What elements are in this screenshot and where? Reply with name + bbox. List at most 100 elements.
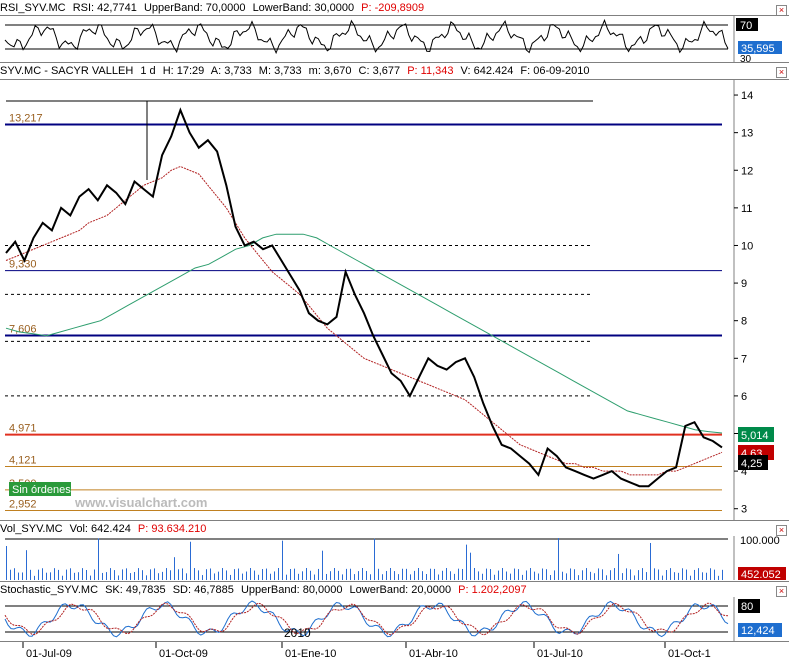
volume-bar [370, 574, 371, 580]
volume-bar [530, 568, 531, 580]
rsi-panel-divider [0, 62, 789, 63]
level-label: 2,952 [9, 499, 37, 511]
price-axis-ticks: 14131211109876543 [734, 90, 753, 516]
y-tick-label: 4 [741, 466, 747, 478]
volume-bar [566, 573, 567, 580]
volume-bar [130, 573, 131, 580]
order-badge-box[interactable] [9, 482, 71, 496]
x-tick-label: 01-Abr-10 [409, 648, 458, 660]
volume-bar [554, 570, 555, 580]
volume-bar [506, 571, 507, 580]
volume-bar [170, 570, 171, 580]
time-value: H: 17:29 [162, 65, 205, 77]
volume-bar [106, 572, 107, 580]
volume-bar [94, 569, 95, 580]
volume-bar [434, 568, 435, 580]
rsi-panel: 70 35,595 30 [4, 16, 782, 62]
volume-bar [522, 574, 523, 580]
volume-bar [626, 568, 627, 580]
stoch-sk: SK: 49,7835 [105, 584, 166, 596]
stoch-sd: SD: 46,7885 [172, 584, 234, 596]
y-tick-label: 11 [741, 203, 752, 215]
volume-bar [326, 573, 327, 580]
volume-bar [390, 568, 391, 580]
volume-bar [322, 550, 323, 580]
volume-bar [454, 573, 455, 580]
volume-panel-divider [0, 581, 789, 582]
volume-bar [586, 568, 587, 580]
volume-bar [410, 574, 411, 580]
volume-bar [30, 569, 31, 580]
volume-bar [698, 568, 699, 580]
volume-bar [66, 569, 67, 580]
stoch-scale-top: 80 [741, 601, 753, 613]
volume-bar [186, 573, 187, 580]
volume-bar [558, 538, 559, 580]
volume-bar [534, 571, 535, 580]
volume-bar [490, 569, 491, 580]
volume-bar [402, 568, 403, 580]
rsi-series [4, 18, 729, 55]
volume-bar [442, 570, 443, 580]
order-badge[interactable]: Sin órdenes [12, 484, 71, 496]
level-label: 4,971 [9, 423, 37, 435]
volume-bar [498, 570, 499, 580]
volume-header: Vol_SYV.MC Vol: 642.424 P: 93.634.210 [0, 521, 720, 537]
level-label: 4,121 [9, 455, 37, 467]
volume-bar [206, 569, 207, 580]
volume-bar [342, 574, 343, 580]
volume-current-box [738, 567, 786, 580]
rsi-title: RSI_SYV.MC [0, 2, 66, 14]
volume-bar [634, 575, 635, 580]
price-close-icon[interactable]: × [776, 67, 787, 78]
volume-bar [658, 569, 659, 580]
rsi-p-value: P: -209,8909 [361, 2, 425, 14]
volume-bar [86, 569, 87, 580]
volume-bar [230, 574, 231, 580]
volume-bar [6, 546, 7, 580]
stoch-p: P: 1.202,2097 [458, 584, 527, 596]
volume-panel: 100.000 452.052 [5, 536, 786, 580]
volume-bar [458, 568, 459, 580]
volume-bar [226, 570, 227, 580]
stoch-close-icon[interactable]: × [776, 586, 787, 597]
volume-bars [6, 538, 723, 580]
volume-close-icon[interactable]: × [776, 525, 787, 536]
volume-bar [398, 574, 399, 580]
volume-bar [546, 569, 547, 580]
tag-black-box [738, 455, 768, 470]
volume-bar [542, 568, 543, 580]
stoch-title: Stochastic_SYV.MC [0, 584, 99, 596]
volume-bar [446, 568, 447, 580]
volume-bar [318, 568, 319, 580]
volume-bar [138, 568, 139, 580]
volume-bar [694, 569, 695, 580]
rsi-scale-top: 70 [740, 20, 752, 32]
stoch-header: Stochastic_SYV.MC SK: 49,7835 SD: 46,788… [0, 582, 760, 598]
volume-bar [62, 575, 63, 580]
volume-bar [486, 568, 487, 580]
volume-bar [290, 568, 291, 580]
symbol-name: SYV.MC - SACYR VALLEH [0, 65, 134, 77]
volume-bar [690, 575, 691, 580]
volume-bar [22, 572, 23, 580]
volume-bar [178, 569, 179, 580]
rsi-scale-bottom: 30 [740, 54, 752, 62]
volume-bar [246, 571, 247, 580]
volume-bar [550, 575, 551, 580]
volume-bar [366, 570, 367, 580]
volume-bar [706, 572, 707, 580]
volume-bar [406, 568, 407, 580]
volume-bar [214, 573, 215, 580]
volume-bar [590, 571, 591, 580]
volume-bar [90, 575, 91, 580]
stoch-lines [4, 600, 729, 638]
y-tick-label: 12 [741, 165, 753, 177]
x-axis: 01-Jul-09 01-Oct-09 01-Ene-10 01-Abr-10 01-J… [22, 642, 711, 660]
volume-bar [514, 568, 515, 580]
rsi-upper-band: UpperBand: 70,0000 [143, 2, 246, 14]
volume-bar [154, 568, 155, 580]
volume-bar [134, 571, 135, 580]
volume-value: V: 642.424 [460, 65, 514, 77]
y-tick-label: 8 [741, 316, 747, 328]
